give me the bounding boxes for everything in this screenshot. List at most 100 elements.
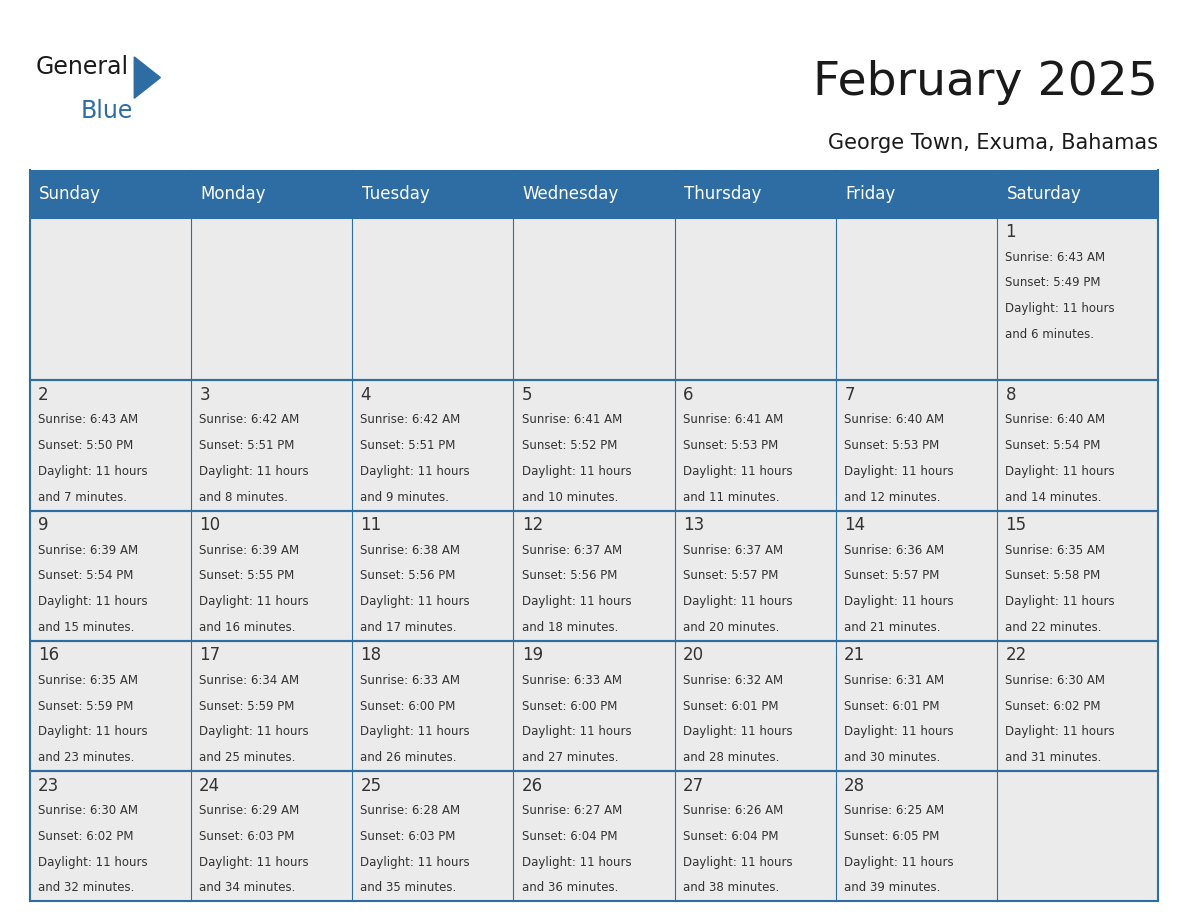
Text: Daylight: 11 hours: Daylight: 11 hours — [683, 595, 792, 608]
Bar — [997, 218, 1158, 380]
Text: 19: 19 — [522, 646, 543, 665]
Bar — [30, 641, 191, 771]
Bar — [352, 771, 513, 901]
Text: Daylight: 11 hours: Daylight: 11 hours — [38, 725, 147, 738]
Text: 25: 25 — [360, 777, 381, 795]
Text: Sunset: 5:56 PM: Sunset: 5:56 PM — [522, 569, 617, 582]
Text: Daylight: 11 hours: Daylight: 11 hours — [1005, 595, 1116, 608]
Text: Sunrise: 6:35 AM: Sunrise: 6:35 AM — [38, 674, 138, 687]
Bar — [30, 380, 191, 510]
Text: and 11 minutes.: and 11 minutes. — [683, 490, 779, 504]
Text: Monday: Monday — [201, 185, 266, 203]
Text: Wednesday: Wednesday — [523, 185, 619, 203]
Bar — [836, 510, 997, 641]
Text: Sunset: 6:04 PM: Sunset: 6:04 PM — [522, 830, 618, 843]
Text: and 15 minutes.: and 15 minutes. — [38, 621, 134, 633]
Text: Saturday: Saturday — [1006, 185, 1081, 203]
Bar — [30, 170, 1158, 218]
Text: and 38 minutes.: and 38 minutes. — [683, 881, 779, 894]
Bar — [675, 510, 836, 641]
Text: and 28 minutes.: and 28 minutes. — [683, 751, 779, 764]
Bar — [836, 218, 997, 380]
Bar — [30, 771, 191, 901]
Text: 5: 5 — [522, 386, 532, 404]
Text: Sunset: 5:59 PM: Sunset: 5:59 PM — [38, 700, 133, 712]
Text: Daylight: 11 hours: Daylight: 11 hours — [38, 465, 147, 478]
Text: and 16 minutes.: and 16 minutes. — [200, 621, 296, 633]
Text: Sunrise: 6:32 AM: Sunrise: 6:32 AM — [683, 674, 783, 687]
Text: and 20 minutes.: and 20 minutes. — [683, 621, 779, 633]
Text: 8: 8 — [1005, 386, 1016, 404]
Text: Daylight: 11 hours: Daylight: 11 hours — [1005, 465, 1116, 478]
Text: Sunrise: 6:26 AM: Sunrise: 6:26 AM — [683, 804, 783, 817]
Text: Sunset: 6:05 PM: Sunset: 6:05 PM — [845, 830, 940, 843]
Text: Blue: Blue — [81, 99, 133, 123]
Text: Daylight: 11 hours: Daylight: 11 hours — [200, 725, 309, 738]
Text: Sunset: 5:53 PM: Sunset: 5:53 PM — [845, 439, 940, 453]
Text: 3: 3 — [200, 386, 210, 404]
Text: Sunset: 5:51 PM: Sunset: 5:51 PM — [200, 439, 295, 453]
Bar — [997, 510, 1158, 641]
Text: Daylight: 11 hours: Daylight: 11 hours — [38, 595, 147, 608]
Text: Daylight: 11 hours: Daylight: 11 hours — [845, 856, 954, 868]
Text: and 17 minutes.: and 17 minutes. — [360, 621, 457, 633]
Text: Sunrise: 6:35 AM: Sunrise: 6:35 AM — [1005, 543, 1105, 556]
Text: Sunrise: 6:31 AM: Sunrise: 6:31 AM — [845, 674, 944, 687]
Bar — [836, 771, 997, 901]
Text: Daylight: 11 hours: Daylight: 11 hours — [1005, 302, 1116, 315]
Text: 9: 9 — [38, 516, 49, 534]
Bar — [352, 510, 513, 641]
Text: and 10 minutes.: and 10 minutes. — [522, 490, 618, 504]
Text: Sunrise: 6:40 AM: Sunrise: 6:40 AM — [1005, 413, 1106, 427]
Text: 12: 12 — [522, 516, 543, 534]
Text: and 30 minutes.: and 30 minutes. — [845, 751, 941, 764]
Text: 27: 27 — [683, 777, 704, 795]
Bar — [997, 771, 1158, 901]
Bar — [191, 771, 352, 901]
Text: and 8 minutes.: and 8 minutes. — [200, 490, 289, 504]
Text: February 2025: February 2025 — [814, 60, 1158, 105]
Text: Sunrise: 6:30 AM: Sunrise: 6:30 AM — [38, 804, 138, 817]
Bar — [675, 380, 836, 510]
Text: 17: 17 — [200, 646, 220, 665]
Text: and 21 minutes.: and 21 minutes. — [845, 621, 941, 633]
Text: 21: 21 — [845, 646, 865, 665]
Text: Sunset: 5:57 PM: Sunset: 5:57 PM — [683, 569, 778, 582]
Text: Daylight: 11 hours: Daylight: 11 hours — [360, 595, 470, 608]
Text: and 14 minutes.: and 14 minutes. — [1005, 490, 1102, 504]
Bar — [352, 641, 513, 771]
Text: Sunrise: 6:33 AM: Sunrise: 6:33 AM — [522, 674, 621, 687]
Text: and 25 minutes.: and 25 minutes. — [200, 751, 296, 764]
Text: Sunday: Sunday — [39, 185, 101, 203]
Bar — [513, 218, 675, 380]
Text: Sunrise: 6:41 AM: Sunrise: 6:41 AM — [683, 413, 783, 427]
Text: 13: 13 — [683, 516, 704, 534]
Text: Sunset: 5:51 PM: Sunset: 5:51 PM — [360, 439, 456, 453]
Text: 16: 16 — [38, 646, 59, 665]
Text: Sunset: 5:57 PM: Sunset: 5:57 PM — [845, 569, 940, 582]
Bar — [997, 380, 1158, 510]
Text: Sunset: 6:02 PM: Sunset: 6:02 PM — [1005, 700, 1101, 712]
Bar — [30, 510, 191, 641]
Bar — [675, 218, 836, 380]
Text: and 7 minutes.: and 7 minutes. — [38, 490, 127, 504]
Text: Sunset: 6:03 PM: Sunset: 6:03 PM — [200, 830, 295, 843]
Bar — [352, 380, 513, 510]
Text: Sunrise: 6:34 AM: Sunrise: 6:34 AM — [200, 674, 299, 687]
Text: Sunset: 5:59 PM: Sunset: 5:59 PM — [200, 700, 295, 712]
Text: 1: 1 — [1005, 223, 1016, 241]
Text: Daylight: 11 hours: Daylight: 11 hours — [683, 465, 792, 478]
Text: Sunset: 6:00 PM: Sunset: 6:00 PM — [522, 700, 617, 712]
Text: Sunset: 6:03 PM: Sunset: 6:03 PM — [360, 830, 456, 843]
Text: Daylight: 11 hours: Daylight: 11 hours — [200, 856, 309, 868]
Text: Daylight: 11 hours: Daylight: 11 hours — [38, 856, 147, 868]
Text: Sunrise: 6:36 AM: Sunrise: 6:36 AM — [845, 543, 944, 556]
Text: Sunrise: 6:39 AM: Sunrise: 6:39 AM — [200, 543, 299, 556]
Text: 18: 18 — [360, 646, 381, 665]
Text: 10: 10 — [200, 516, 220, 534]
Text: General: General — [36, 55, 128, 79]
Text: Daylight: 11 hours: Daylight: 11 hours — [522, 595, 631, 608]
Text: 26: 26 — [522, 777, 543, 795]
Text: Daylight: 11 hours: Daylight: 11 hours — [360, 856, 470, 868]
Text: Sunset: 5:54 PM: Sunset: 5:54 PM — [38, 569, 133, 582]
